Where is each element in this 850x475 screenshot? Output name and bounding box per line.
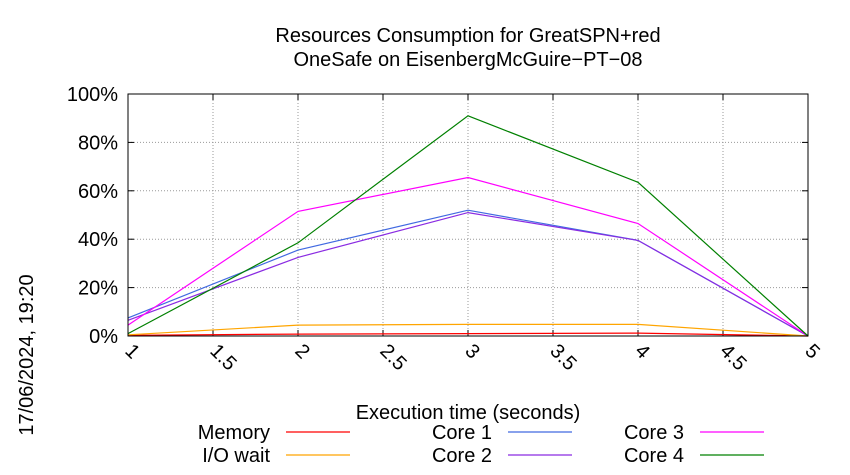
legend-item: Core 4 — [624, 445, 764, 467]
y-tick-label: 20% — [78, 278, 118, 300]
legend-item: Core 3 — [624, 422, 764, 444]
legend-item: Core 1 — [432, 422, 572, 444]
series-line-core-4 — [127, 115, 809, 337]
y-tick-label: 60% — [78, 181, 118, 203]
chart-grid — [128, 94, 808, 336]
y-tick-label: 100% — [67, 84, 118, 106]
series-line-core-2 — [127, 211, 809, 337]
series-line-i-o-wait — [127, 323, 809, 337]
x-tick-label: 2.5 — [375, 340, 410, 375]
x-tick-label: 3.5 — [545, 340, 580, 375]
legend-item: Core 2 — [432, 445, 572, 467]
x-tick-label: 3 — [460, 340, 483, 363]
series-line-memory — [127, 332, 809, 337]
x-tick-label: 2 — [290, 340, 313, 363]
plot-frame — [127, 93, 809, 337]
legend-label: Core 2 — [432, 445, 492, 467]
series-line-core-3 — [127, 176, 809, 337]
legend-label: Core 3 — [624, 422, 684, 444]
y-tick-label: 80% — [78, 132, 118, 154]
chart-title: Resources Consumption for GreatSPN+red — [275, 25, 660, 47]
x-tick-label: 1.5 — [205, 340, 240, 375]
legend-item: I/O wait — [202, 445, 350, 467]
chart-series — [127, 115, 809, 337]
y-tick-label: 40% — [78, 229, 118, 251]
legend-label: Core 1 — [432, 422, 492, 444]
y-axis: 0% 20% 40% 60% 80% 100% — [67, 84, 808, 348]
legend-label: I/O wait — [202, 445, 270, 467]
y-tick-label: 0% — [89, 326, 118, 348]
legend-label: Core 4 — [624, 445, 684, 467]
timestamp-label: 17/06/2024, 19:20 — [16, 274, 38, 435]
x-tick-label: 5 — [800, 340, 823, 363]
x-axis-label: Execution time (seconds) — [356, 402, 581, 424]
x-tick-label: 4.5 — [715, 340, 750, 375]
legend-label: Memory — [198, 422, 270, 444]
x-tick-label: 4 — [630, 340, 653, 363]
x-tick-label: 1 — [120, 340, 143, 363]
chart-subtitle: OneSafe on EisenbergMcGuire−PT−08 — [293, 49, 642, 71]
legend-item: Memory — [198, 422, 350, 444]
